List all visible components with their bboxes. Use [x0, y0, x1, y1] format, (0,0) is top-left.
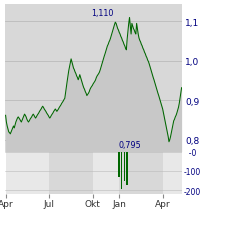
Bar: [93, 152, 119, 194]
Text: 0,795: 0,795: [118, 140, 141, 149]
Bar: [124, 152, 125, 182]
Bar: [126, 152, 128, 185]
Bar: [120, 152, 122, 189]
Bar: [118, 152, 120, 177]
Bar: [49, 152, 93, 194]
Bar: [119, 152, 162, 194]
Bar: [6, 152, 49, 194]
Text: 1,110: 1,110: [91, 9, 113, 18]
Bar: [162, 152, 182, 194]
